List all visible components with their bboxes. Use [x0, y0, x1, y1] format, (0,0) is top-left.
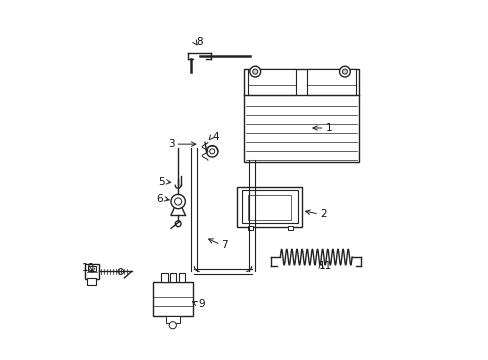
Circle shape: [339, 66, 349, 77]
Text: 8: 8: [196, 37, 202, 47]
Text: 3: 3: [167, 139, 174, 149]
Circle shape: [342, 69, 346, 74]
Bar: [247, 69, 296, 95]
Circle shape: [249, 66, 260, 77]
Bar: [86, 278, 96, 285]
Bar: [307, 69, 355, 95]
Text: 1: 1: [325, 123, 331, 133]
Circle shape: [175, 221, 181, 226]
Circle shape: [118, 269, 123, 274]
Text: 9: 9: [198, 299, 204, 309]
Circle shape: [209, 149, 214, 154]
Text: 11: 11: [318, 261, 331, 271]
Circle shape: [252, 69, 257, 74]
Bar: [88, 266, 96, 271]
Bar: [247, 195, 290, 220]
Text: 4: 4: [212, 132, 219, 142]
Bar: [287, 226, 292, 230]
Text: 6: 6: [156, 194, 163, 204]
Bar: [169, 273, 176, 282]
Circle shape: [174, 198, 182, 205]
Bar: [85, 264, 99, 279]
Bar: [247, 226, 253, 230]
Bar: [241, 190, 297, 223]
Bar: [237, 187, 301, 226]
Text: 10: 10: [82, 263, 95, 273]
Bar: [165, 316, 180, 323]
Text: 7: 7: [221, 239, 227, 249]
Bar: [244, 69, 359, 162]
Circle shape: [169, 321, 176, 329]
Text: 5: 5: [158, 177, 164, 187]
Bar: [153, 282, 192, 316]
Circle shape: [206, 145, 218, 157]
Circle shape: [171, 194, 185, 209]
Bar: [161, 273, 167, 282]
Text: 2: 2: [320, 209, 326, 219]
Bar: [178, 273, 184, 282]
